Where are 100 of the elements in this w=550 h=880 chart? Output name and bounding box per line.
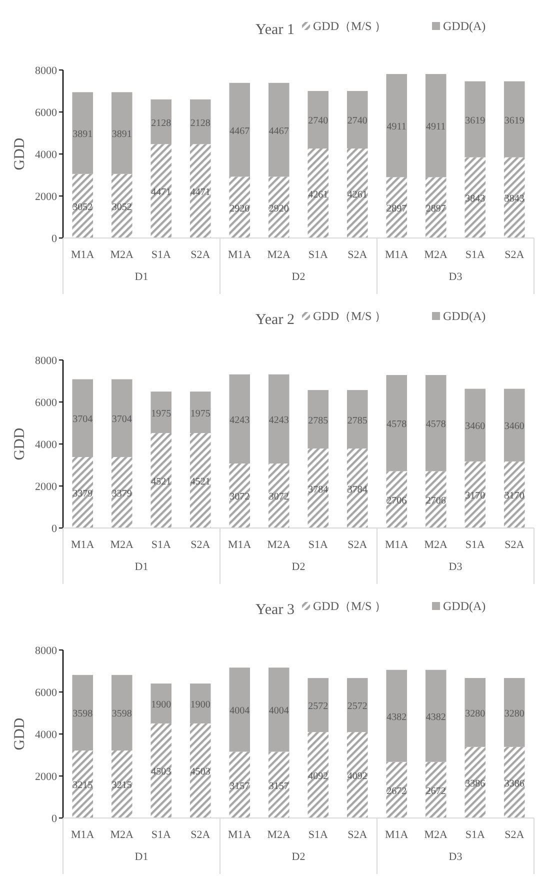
data-label: 4004 — [268, 706, 289, 717]
data-label: 3598 — [72, 708, 93, 720]
bar — [425, 177, 446, 238]
x-tick-label: S1A — [465, 539, 485, 551]
x-tick-label: S1A — [308, 539, 328, 551]
x-tick-label: M1A — [385, 539, 408, 551]
bar — [72, 174, 94, 238]
data-label: 3215 — [72, 780, 93, 792]
bar — [308, 390, 329, 449]
bar — [268, 668, 290, 752]
bar — [72, 674, 94, 750]
bar — [504, 157, 525, 238]
bar — [464, 746, 486, 818]
bar — [72, 92, 94, 174]
data-label: 3891 — [112, 129, 132, 140]
x-tick-label: M2A — [267, 249, 291, 261]
bar — [346, 678, 368, 732]
bar — [386, 762, 408, 818]
data-label: 4092 — [308, 771, 328, 782]
x-tick-label: M2A — [110, 539, 134, 551]
bar — [190, 144, 211, 238]
data-label: 2785 — [347, 415, 368, 426]
data-label: 4503 — [190, 766, 210, 778]
y-tick-label: 0 — [52, 233, 58, 245]
bar — [268, 752, 290, 818]
bar — [268, 374, 290, 464]
data-label: 3386 — [465, 778, 486, 790]
bar — [150, 392, 172, 434]
data-label: 2920 — [230, 203, 250, 214]
bar — [464, 461, 486, 528]
data-label: 2897 — [386, 204, 407, 215]
bar — [72, 457, 94, 528]
x-tick-label: S2A — [348, 829, 368, 841]
x-tick-label: M1A — [228, 249, 252, 261]
data-label: 2572 — [308, 701, 328, 712]
data-label: 2706 — [386, 496, 407, 507]
data-label: 3619 — [504, 115, 524, 126]
bar — [425, 670, 446, 762]
bar — [504, 461, 525, 528]
bar — [111, 379, 132, 458]
bar — [346, 448, 368, 528]
x-tick-label: M2A — [267, 539, 291, 551]
data-label: 2672 — [386, 786, 407, 797]
data-label: 2572 — [347, 701, 368, 712]
data-label: 1900 — [190, 699, 210, 710]
x-tick-label: S1A — [465, 249, 485, 261]
x-tick-label: M1A — [71, 539, 94, 551]
bar — [308, 678, 329, 732]
x-tick-label: S2A — [504, 539, 524, 551]
y-axis-title: GDD — [12, 718, 28, 750]
data-label: 4092 — [347, 771, 368, 782]
x-tick-label: S1A — [151, 829, 171, 841]
x-tick-label: M1A — [71, 829, 94, 841]
data-label: 4467 — [230, 126, 250, 137]
y-axis-title: GDD — [12, 428, 28, 460]
y-axis-title: GDD — [12, 138, 28, 170]
y-tick-label: 4000 — [35, 439, 58, 451]
chart-title: Year 3 — [256, 602, 294, 618]
x-tick-label: M1A — [385, 249, 408, 261]
bar — [346, 90, 368, 149]
bar — [190, 392, 211, 434]
bar — [229, 374, 250, 464]
x-tick-label: S1A — [308, 249, 328, 261]
x-tick-label: M2A — [424, 539, 448, 551]
bar — [386, 375, 408, 472]
legend-label: GDD（M/S ） — [313, 19, 387, 33]
text: D2 — [292, 851, 306, 863]
data-label: 2785 — [308, 415, 328, 426]
bar — [150, 99, 172, 144]
bar — [229, 752, 250, 818]
data-label: 1975 — [190, 408, 210, 420]
bar — [111, 750, 132, 818]
bar — [308, 448, 329, 528]
data-label: 3784 — [308, 484, 328, 496]
data-label: 2897 — [426, 204, 446, 215]
bar — [386, 670, 408, 762]
x-tick-label: S2A — [348, 249, 368, 261]
data-label: 3379 — [112, 488, 132, 500]
x-tick-label: M2A — [267, 829, 291, 841]
x-tick-label: S1A — [308, 829, 328, 841]
bar — [229, 82, 250, 177]
bar — [386, 74, 408, 178]
legend-label: GDD(A) — [443, 19, 486, 33]
x-tick-label: M2A — [424, 829, 448, 841]
text: D1 — [134, 851, 148, 863]
y-tick-label: 6000 — [35, 397, 58, 409]
data-label: 3072 — [230, 492, 250, 503]
data-label: 4578 — [426, 419, 446, 430]
x-tick-label: S1A — [151, 249, 171, 261]
bar — [111, 92, 132, 174]
bar — [268, 82, 290, 177]
data-label: 4243 — [268, 414, 289, 426]
data-label: 2740 — [308, 116, 328, 127]
x-tick-label: S2A — [190, 829, 210, 841]
data-label: 4261 — [347, 189, 368, 200]
bar — [111, 174, 132, 238]
bar — [190, 684, 211, 724]
bar — [150, 433, 172, 528]
data-label: 4243 — [230, 414, 250, 426]
y-tick-label: 2000 — [35, 481, 58, 493]
